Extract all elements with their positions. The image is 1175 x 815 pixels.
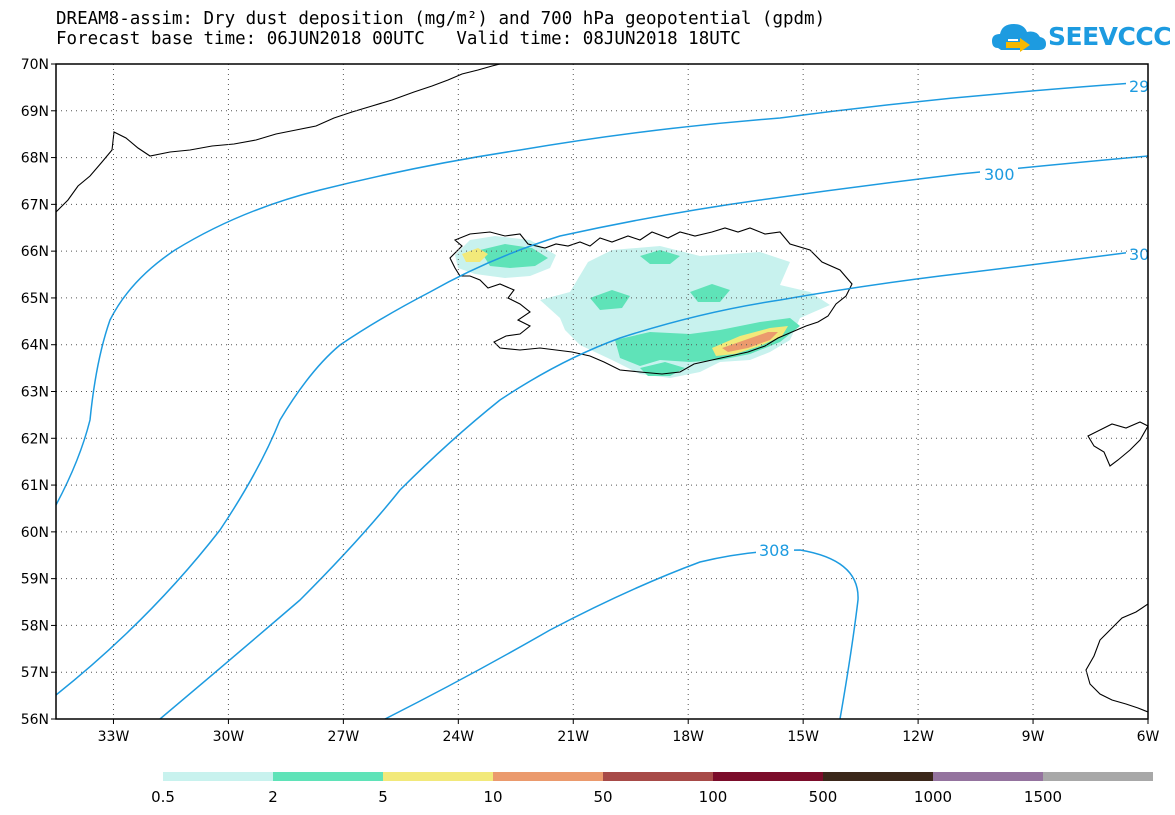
dust-deposition-shading	[455, 236, 830, 378]
legend-label: 10	[483, 788, 502, 806]
scotland-coastline	[1085, 603, 1148, 713]
seevccc-logo: SEEVCCC	[990, 18, 1172, 58]
legend-swatch	[163, 772, 273, 781]
dust-area-medium-2	[615, 318, 800, 366]
lat-tick-label: 58N	[21, 618, 49, 634]
legend-swatch	[1043, 772, 1153, 781]
lon-tick-label: 21W	[557, 729, 589, 745]
lat-tick-label: 66N	[21, 244, 49, 260]
dust-area-veryhigh-south	[722, 332, 778, 352]
legend-label: 0.5	[151, 788, 175, 806]
graticule-grid	[56, 64, 1148, 719]
lon-tick-label: 27W	[328, 729, 360, 745]
legend-label: 1000	[914, 788, 952, 806]
lat-tick-label: 57N	[21, 665, 49, 681]
lat-tick-label: 62N	[21, 431, 49, 447]
dust-area-medium-1	[480, 244, 548, 268]
lon-tick-label: 9W	[1022, 729, 1045, 745]
lon-tick-label: 12W	[902, 729, 934, 745]
forecast-times: Forecast base time: 06JUN2018 00UTC Vali…	[56, 29, 741, 49]
legend-swatch	[383, 772, 493, 781]
lon-tick-label: 15W	[787, 729, 819, 745]
contour-label-group: 29 300 30 308	[756, 76, 1149, 560]
lat-tick-label: 64N	[21, 338, 49, 354]
lat-tick-label: 61N	[21, 478, 49, 494]
contour-308	[384, 549, 859, 719]
dust-area-medium-5	[690, 284, 730, 302]
legend-label: 100	[699, 788, 728, 806]
legend-swatch	[603, 772, 713, 781]
legend-swatch	[493, 772, 603, 781]
lat-tick-label: 70N	[21, 57, 49, 73]
legend-swatch	[713, 772, 823, 781]
greenland-coastline	[56, 64, 501, 213]
lat-tick-label: 56N	[21, 712, 49, 728]
legend-label: 50	[593, 788, 612, 806]
lat-tick-label: 69N	[21, 104, 49, 120]
lat-tick-label: 59N	[21, 572, 49, 588]
coastlines	[56, 64, 1148, 713]
chart-title: DREAM8-assim: Dry dust deposition (mg/m²…	[56, 9, 826, 29]
lon-tick-label: 30W	[213, 729, 245, 745]
legend-swatch	[823, 772, 933, 781]
contour-label-300: 300	[984, 165, 1015, 184]
legend-label: 500	[809, 788, 838, 806]
lon-tick-label: 24W	[442, 729, 474, 745]
lon-tick-label: 33W	[98, 729, 130, 745]
dust-area-medium-4	[590, 290, 630, 310]
lat-tick-label: 65N	[21, 291, 49, 307]
faroe-islands-coastline	[1087, 421, 1148, 467]
latitude-axis: 70N 69N 68N 67N 66N 65N 64N 63N 62N 61N 60N 59N 58N 5…	[21, 57, 56, 728]
cloud-logo-icon	[992, 24, 1046, 52]
lat-tick-label: 68N	[21, 151, 49, 167]
logo-text: SEEVCCC	[1048, 22, 1172, 51]
legend-swatch	[273, 772, 383, 781]
lat-tick-label: 60N	[21, 525, 49, 541]
legend-label: 5	[378, 788, 388, 806]
contour-292	[56, 81, 1148, 506]
contour-304	[159, 249, 1148, 719]
dust-area-medium-3	[640, 250, 680, 264]
legend-label: 2	[268, 788, 278, 806]
iceland-coastline	[449, 227, 853, 375]
contour-label-30: 30	[1129, 245, 1149, 264]
color-legend: 0.5 2 5 10 50 100 500 1000 1500	[151, 772, 1153, 806]
lon-tick-label: 18W	[672, 729, 704, 745]
contour-label-29: 29	[1129, 77, 1149, 96]
legend-swatch	[933, 772, 1043, 781]
lat-tick-label: 67N	[21, 197, 49, 213]
lon-tick-label: 6W	[1137, 729, 1160, 745]
legend-label: 1500	[1024, 788, 1062, 806]
lat-tick-label: 63N	[21, 385, 49, 401]
contour-label-308: 308	[759, 541, 790, 560]
longitude-axis: 33W 30W 27W 24W 21W 18W 15W 12W 9W 6W	[98, 719, 1160, 745]
